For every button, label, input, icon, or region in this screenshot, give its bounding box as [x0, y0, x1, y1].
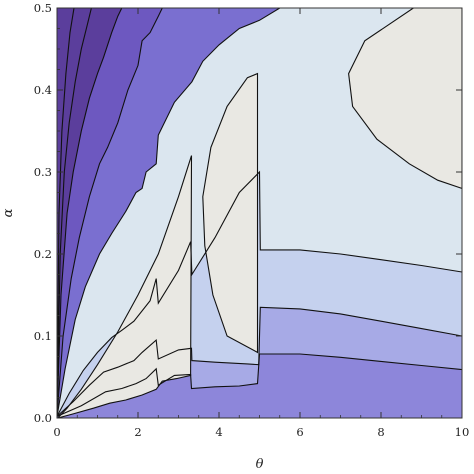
- x-tick-label: 6: [296, 425, 303, 439]
- island-middle: [202, 72, 259, 354]
- y-axis-title: α: [1, 208, 16, 217]
- contour-line-boundary-6: [57, 8, 123, 417]
- contour-line-boundary-8: [57, 8, 75, 417]
- y-tick-label: 0.1: [34, 329, 52, 343]
- x-axis-title: θ: [256, 457, 264, 472]
- plot-area: [57, 8, 462, 418]
- y-tick-label: 0.4: [34, 83, 52, 97]
- contour-line-boundary-3: [57, 170, 462, 417]
- x-tick-label: 10: [455, 425, 470, 439]
- y-axis: 0.0 0.1 0.2 0.3 0.4 0.5: [34, 1, 462, 425]
- contour-line-boundary-5: [57, 8, 163, 417]
- island-right: [348, 8, 462, 189]
- x-axis: 0 2 4 6 8 10: [53, 8, 469, 439]
- x-tick-label: 0: [53, 425, 60, 439]
- y-tick-label: 0.2: [34, 247, 52, 261]
- y-tick-label: 0.5: [34, 1, 52, 15]
- region-boundary-7: [57, 8, 92, 417]
- x-tick-label: 2: [134, 425, 141, 439]
- region-boundary-6: [57, 8, 122, 417]
- y-tick-label: 0.0: [34, 411, 52, 425]
- y-tick-label: 0.3: [34, 165, 52, 179]
- region-boundary-8: [57, 8, 74, 417]
- contour-line-boundary-7: [57, 8, 92, 417]
- contour-line-boundary-2: [57, 306, 462, 417]
- contour-line-boundary-1: [57, 353, 462, 417]
- x-tick-label: 8: [377, 425, 384, 439]
- x-tick-label: 4: [215, 425, 222, 439]
- contour-line-boundary-4: [57, 8, 281, 417]
